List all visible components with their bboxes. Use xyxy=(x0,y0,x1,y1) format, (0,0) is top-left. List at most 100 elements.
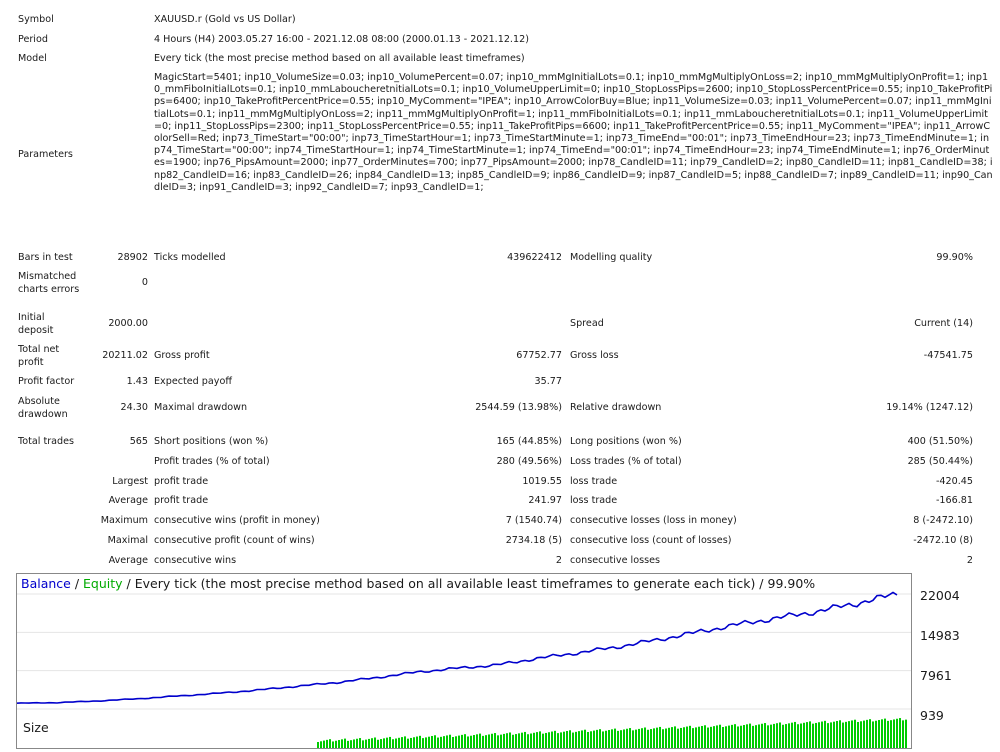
profit-factor-value: 1.43 xyxy=(126,376,148,387)
size-bar xyxy=(386,737,388,748)
size-bar xyxy=(698,726,700,748)
absolute-drawdown-value: 24.30 xyxy=(120,402,148,413)
size-bar xyxy=(671,727,673,748)
size-bar xyxy=(692,728,694,748)
size-bar xyxy=(476,734,478,748)
size-bar xyxy=(680,727,682,748)
size-bar xyxy=(419,735,421,748)
size-bar xyxy=(659,726,661,748)
average-consecutive-wins-value: 2 xyxy=(555,555,562,566)
size-bar xyxy=(638,728,640,748)
size-bar xyxy=(578,731,580,748)
absolute-drawdown-label-1: Absolute xyxy=(18,396,60,407)
balance-line xyxy=(17,591,898,704)
maximal-consecutive-profit-value: 2734.18 (5) xyxy=(505,535,562,546)
size-bar xyxy=(518,733,520,748)
size-bar xyxy=(635,729,637,748)
largest-profit-label: profit trade xyxy=(154,476,209,487)
max-consecutive-wins-label: consecutive wins (profit in money) xyxy=(154,515,320,526)
size-bar xyxy=(899,718,901,748)
relative-drawdown-value: 19.14% (1247.12) xyxy=(886,402,973,413)
y-tick-label: 14983 xyxy=(920,628,960,643)
symbol-label: Symbol xyxy=(18,14,54,25)
size-bar xyxy=(623,729,625,748)
size-bar xyxy=(731,724,733,748)
model-value: Every tick (the most precise method base… xyxy=(154,53,525,64)
size-bar xyxy=(530,733,532,748)
y-tick-label: 939 xyxy=(920,708,944,723)
size-bar xyxy=(428,736,430,748)
size-bar xyxy=(707,727,709,748)
average-loss-value: -166.81 xyxy=(935,495,973,506)
size-bar xyxy=(716,725,718,748)
profit-factor-label: Profit factor xyxy=(18,376,75,387)
quality-value: 99.90% xyxy=(936,252,973,263)
deposit-value: 2000.00 xyxy=(108,318,148,329)
short-positions-value: 165 (44.85%) xyxy=(496,436,562,447)
size-bar xyxy=(548,732,550,748)
size-bar xyxy=(785,724,787,748)
size-bar xyxy=(863,720,865,748)
size-bar xyxy=(764,723,766,748)
size-bar xyxy=(542,733,544,748)
size-bar xyxy=(380,739,382,748)
size-bar xyxy=(452,737,454,748)
size-bar xyxy=(557,733,559,748)
size-bar xyxy=(668,727,670,748)
balance-chart: Balance / Equity / Every tick (the most … xyxy=(16,573,912,715)
size-bar xyxy=(632,730,634,748)
size-bar xyxy=(605,730,607,748)
spread-label: Spread xyxy=(570,318,604,329)
size-bar xyxy=(551,731,553,748)
size-bar xyxy=(422,738,424,748)
size-bar xyxy=(626,728,628,748)
size-bar xyxy=(644,727,646,748)
size-bar xyxy=(398,737,400,748)
size-bar xyxy=(650,729,652,748)
size-bar xyxy=(413,737,415,748)
size-bar xyxy=(320,741,322,748)
size-bar xyxy=(662,729,664,748)
size-bar xyxy=(728,725,730,748)
size-bar xyxy=(881,719,883,748)
max-consecutive-losses-value: 8 (-2472.10) xyxy=(913,515,973,526)
size-bar xyxy=(584,729,586,748)
size-bars xyxy=(317,718,907,748)
size-bar xyxy=(833,721,835,748)
parameters-label: Parameters xyxy=(18,149,73,160)
size-bar xyxy=(677,728,679,748)
size-bar xyxy=(701,725,703,748)
size-bar xyxy=(554,730,556,748)
expected-payoff-label: Expected payoff xyxy=(154,376,232,387)
size-bar xyxy=(827,723,829,748)
size-bar xyxy=(695,727,697,748)
size-bar xyxy=(866,719,868,748)
net-profit-value: 20211.02 xyxy=(102,350,148,361)
size-bar xyxy=(404,736,406,748)
size-bar xyxy=(794,721,796,748)
size-bar xyxy=(608,730,610,748)
size-bar xyxy=(860,721,862,748)
size-bar xyxy=(854,719,856,748)
absolute-drawdown-label-2: drawdown xyxy=(18,409,68,420)
chart-title: Balance / Equity / Every tick (the most … xyxy=(21,576,815,591)
size-bar xyxy=(536,732,538,748)
size-bar xyxy=(461,734,463,748)
long-positions-value: 400 (51.50%) xyxy=(907,436,973,447)
size-bar xyxy=(839,720,841,748)
size-bar xyxy=(407,738,409,748)
ticks-label: Ticks modelled xyxy=(154,252,226,263)
spread-value: Current (14) xyxy=(914,318,973,329)
size-bar xyxy=(905,719,907,748)
size-bar xyxy=(335,740,337,748)
size-bar xyxy=(383,738,385,748)
size-bar xyxy=(338,740,340,748)
size-bar xyxy=(590,731,592,748)
size-bar xyxy=(473,735,475,748)
size-bar xyxy=(446,735,448,748)
maximum-label: Maximum xyxy=(100,515,148,526)
size-bar xyxy=(431,735,433,748)
bars-value: 28902 xyxy=(117,252,148,263)
size-bar xyxy=(467,736,469,748)
size-bar xyxy=(545,732,547,748)
